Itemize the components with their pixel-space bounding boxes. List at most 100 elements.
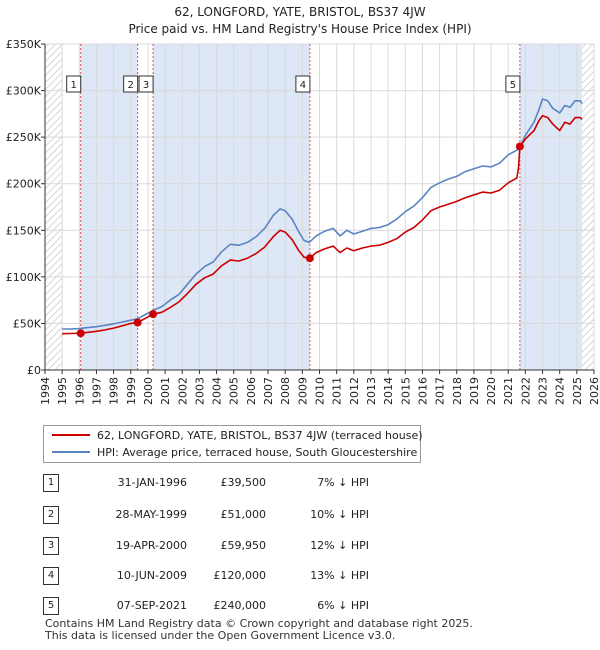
- ownership-shade: [519, 44, 582, 370]
- sale-label: 5: [510, 80, 516, 91]
- x-tick-label: 2001: [159, 377, 172, 405]
- y-tick-label: £150K: [6, 224, 42, 237]
- x-tick-label: 2021: [502, 377, 515, 405]
- sale-date: 28-MAY-1999: [115, 508, 187, 521]
- x-tick-label: 2019: [468, 377, 481, 405]
- sale-date: 31-JAN-1996: [117, 476, 187, 489]
- sale-label-box: [138, 75, 154, 93]
- y-tick-label: £0: [27, 364, 41, 377]
- sale-label-box: [295, 75, 311, 93]
- chart-title: 62, LONGFORD, YATE, BRISTOL, BS37 4JW: [174, 5, 425, 19]
- sale-label: 3: [143, 80, 149, 91]
- x-tick-label: 2026: [588, 377, 600, 405]
- legend-item-price: 62, LONGFORD, YATE, BRISTOL, BS37 4JW (t…: [52, 428, 423, 444]
- sale-point: [76, 329, 85, 338]
- footer-note: Contains HM Land Registry data © Crown c…: [45, 618, 473, 642]
- x-tick-label: 2013: [365, 377, 378, 405]
- footer-copyright: Contains HM Land Registry data © Crown c…: [45, 617, 473, 630]
- x-tick-label: 2012: [348, 377, 361, 405]
- table-row: 3 19-APR-2000 £59,950 12% ↓ HPI: [0, 537, 600, 557]
- x-tick-label: 2005: [228, 377, 241, 405]
- x-tick-label: 2009: [296, 377, 309, 405]
- y-tick-label: £300K: [6, 85, 42, 98]
- x-tick-label: 1999: [125, 377, 138, 405]
- sale-label-box: [66, 75, 82, 93]
- ownership-shade: [80, 44, 138, 370]
- x-tick-label: 2004: [211, 377, 224, 405]
- sale-point: [149, 310, 158, 319]
- x-tick-label: 2024: [554, 377, 567, 405]
- x-tick-label: 2015: [399, 377, 412, 405]
- sale-point: [133, 318, 142, 327]
- hatched-region: [581, 44, 594, 370]
- x-tick-label: 1996: [73, 377, 86, 405]
- x-tick-label: 2003: [193, 377, 206, 405]
- x-tick-label: 2011: [331, 377, 344, 405]
- x-tick-label: 2000: [142, 377, 155, 405]
- x-tick-label: 2022: [519, 377, 532, 405]
- sale-label: 2: [127, 80, 133, 91]
- sale-label-box: [123, 75, 139, 93]
- x-tick-label: 2017: [434, 377, 447, 405]
- table-row: 5 07-SEP-2021 £240,000 6% ↓ HPI: [0, 597, 600, 617]
- sale-price: £59,950: [220, 539, 267, 552]
- x-tick-label: 2006: [245, 377, 258, 405]
- x-tick-label: 1995: [56, 377, 69, 405]
- sale-point: [515, 142, 524, 151]
- sale-label-box: [505, 75, 521, 93]
- sale-marker-box: 4: [43, 567, 59, 585]
- x-tick-label: 1997: [90, 377, 103, 405]
- legend-swatch-price: [52, 434, 90, 436]
- sale-date: 07-SEP-2021: [116, 599, 187, 612]
- ownership-shade: [153, 44, 310, 370]
- sale-hpi-diff: 6% ↓ HPI: [317, 599, 369, 612]
- x-tick-label: 2010: [314, 377, 327, 405]
- sale-price: £240,000: [213, 599, 267, 612]
- y-tick-label: £100K: [6, 271, 42, 284]
- sale-price: £39,500: [220, 476, 267, 489]
- y-tick-label: £350K: [6, 38, 42, 51]
- x-tick-label: 2018: [451, 377, 464, 405]
- sale-date: 19-APR-2000: [115, 539, 187, 552]
- x-tick-label: 2025: [571, 377, 584, 405]
- x-tick-label: 2002: [176, 377, 189, 405]
- hatched-region: [45, 44, 63, 370]
- sale-price: £51,000: [220, 508, 267, 521]
- x-tick-label: 1998: [108, 377, 121, 405]
- legend-label-hpi: HPI: Average price, terraced house, Sout…: [97, 446, 418, 459]
- price-chart: 62, LONGFORD, YATE, BRISTOL, BS37 4JW Pr…: [6, 5, 600, 405]
- sale-label: 4: [300, 80, 306, 91]
- sale-marker-box: 3: [43, 537, 59, 555]
- sale-label: 1: [70, 80, 76, 91]
- x-tick-label: 2008: [279, 377, 292, 405]
- legend-item-hpi: HPI: Average price, terraced house, Sout…: [52, 445, 417, 461]
- y-tick-label: £250K: [6, 131, 42, 144]
- sale-hpi-diff: 10% ↓ HPI: [310, 508, 369, 521]
- sale-price: £120,000: [213, 569, 267, 582]
- sale-hpi-diff: 12% ↓ HPI: [310, 539, 369, 552]
- legend-swatch-hpi: [52, 451, 90, 453]
- table-row: 4 10-JUN-2009 £120,000 13% ↓ HPI: [0, 567, 600, 587]
- sale-marker-box: 1: [43, 474, 59, 492]
- x-tick-label: 2016: [416, 377, 429, 405]
- chart-subtitle: Price paid vs. HM Land Registry's House …: [128, 22, 471, 36]
- x-tick-label: 2023: [537, 377, 550, 405]
- legend-label-price: 62, LONGFORD, YATE, BRISTOL, BS37 4JW (t…: [97, 429, 423, 442]
- x-tick-label: 2020: [485, 377, 498, 405]
- footer-licence: This data is licensed under the Open Gov…: [45, 629, 396, 642]
- sale-marker-box: 2: [43, 506, 59, 524]
- sale-point: [305, 254, 314, 263]
- sale-hpi-diff: 13% ↓ HPI: [310, 569, 369, 582]
- sale-hpi-diff: 7% ↓ HPI: [317, 476, 369, 489]
- sale-date: 10-JUN-2009: [116, 569, 187, 582]
- chart-legend: 62, LONGFORD, YATE, BRISTOL, BS37 4JW (t…: [43, 425, 423, 463]
- x-tick-label: 2014: [382, 377, 395, 405]
- y-tick-label: £200K: [6, 178, 42, 191]
- sale-marker-box: 5: [43, 597, 59, 615]
- hpi-line: [62, 98, 583, 330]
- table-row: 2 28-MAY-1999 £51,000 10% ↓ HPI: [0, 506, 600, 526]
- x-tick-label: 1994: [39, 377, 52, 405]
- y-tick-label: £50K: [13, 317, 42, 330]
- table-row: 1 31-JAN-1996 £39,500 7% ↓ HPI: [0, 474, 600, 494]
- x-tick-label: 2007: [262, 377, 275, 405]
